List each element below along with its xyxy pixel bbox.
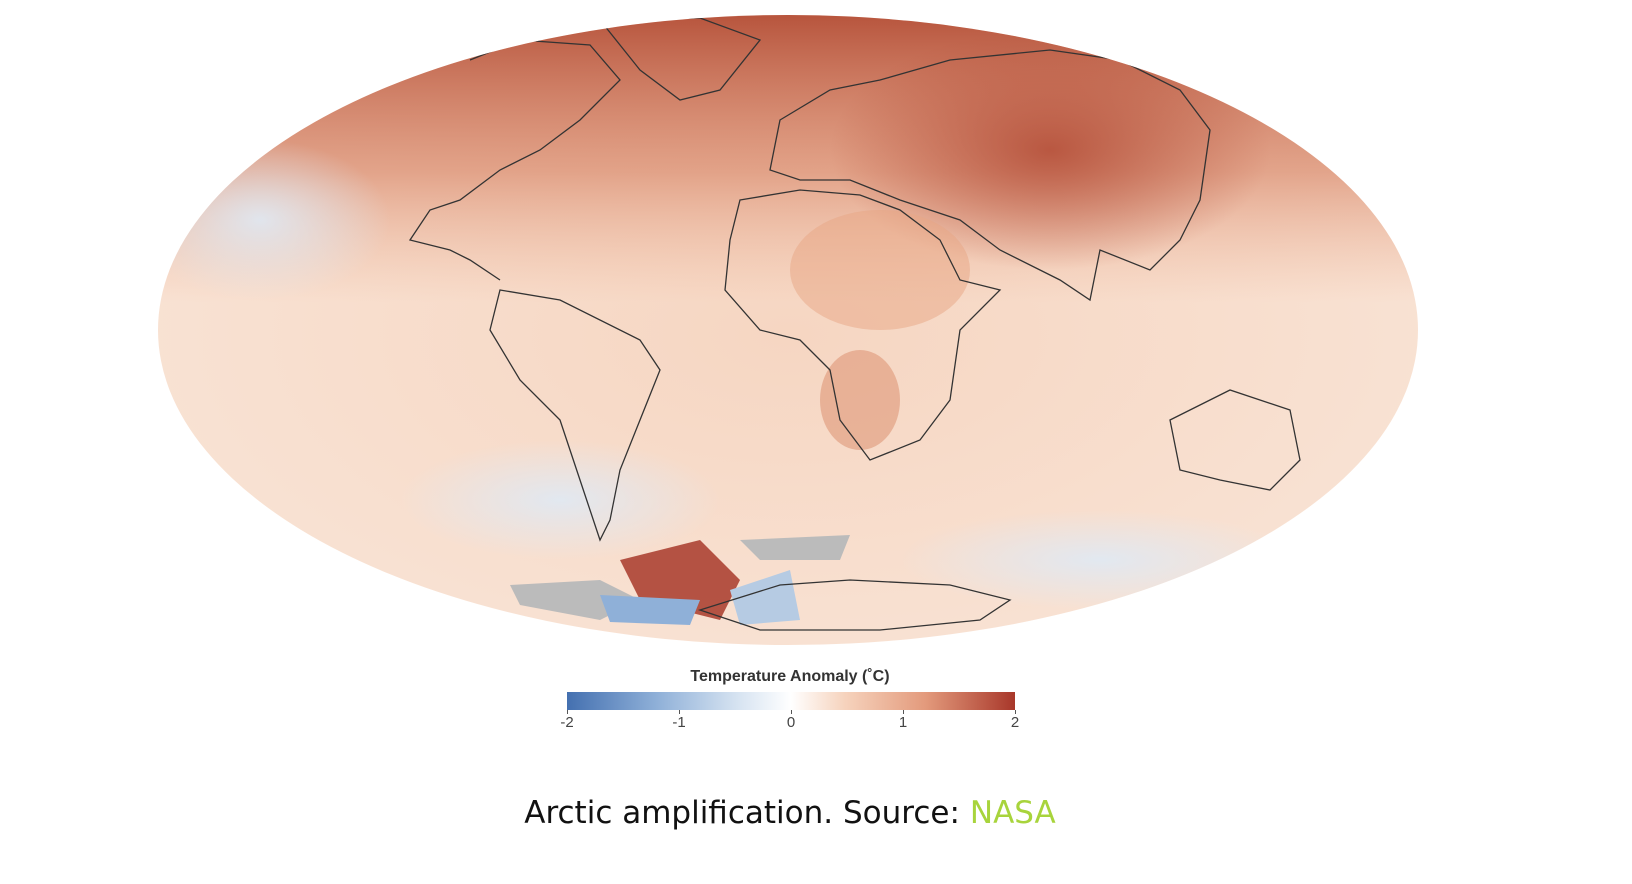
legend-title: Temperature Anomaly (˚C) [690,668,890,685]
colorbar [567,692,1015,710]
world-map [158,15,1418,645]
tick-label: -2 [560,714,574,731]
tick-label: 0 [786,714,796,731]
tick-mark [902,710,904,714]
tick-label: 2 [1010,714,1020,731]
source-link[interactable]: NASA [969,795,1056,831]
caption-text: Arctic amplification. Source: [524,795,960,831]
tick-mark [1014,710,1016,714]
tick-label: -1 [672,714,686,731]
tick-mark [790,710,792,714]
tick-label: 1 [898,714,908,731]
tick-mark [678,710,680,714]
tick-mark [566,710,568,714]
caption: Arctic amplification. Source: NASA [0,795,1580,831]
